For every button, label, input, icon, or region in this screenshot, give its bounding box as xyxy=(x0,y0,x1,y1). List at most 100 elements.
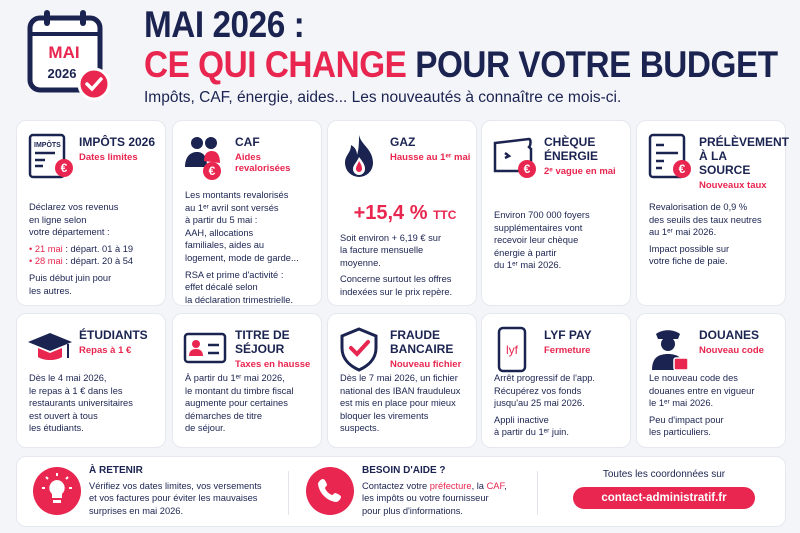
card-douanes: DOUANES Nouveau code Le nouveau code des do… xyxy=(636,313,786,448)
prefecture-link[interactable]: préfecture xyxy=(429,480,472,491)
date: 28 mai xyxy=(34,256,63,267)
body-line: votre département : xyxy=(29,227,110,238)
card--tudiants: ÉTUDIANTS Repas à 1 € Dès le 4 mai 2026, le… xyxy=(16,313,166,448)
title-highlight: CE QUI CHANGE xyxy=(144,44,407,85)
body-line: bloquer les virements xyxy=(340,410,429,421)
card-imp-ts-2026: IMPÔTS € IMPÔTS 2026 Dates limites Déclarez … xyxy=(16,120,166,306)
body-line: Concerne surtout les offres xyxy=(340,274,452,285)
footer-panel: À RETENIR Vérifiez vos dates limites, vo… xyxy=(16,456,786,527)
body-line: Arrêt progressif de l'app. xyxy=(494,373,595,383)
body-line: au 1ᵉʳ avril sont versés xyxy=(185,202,279,213)
card-body: +15,4 % TTC Soit environ + 6,19 € sur la f… xyxy=(340,201,470,303)
body-line: le montant du timbre fiscal xyxy=(185,385,294,396)
card-titre-de-s-jour: TITRE DE SÉJOUR Taxes en hausse À partir d… xyxy=(172,313,322,448)
page-subtitle: Impôts, CAF, énergie, aides... Les nouve… xyxy=(144,89,622,106)
phone-app-icon: lyf xyxy=(497,326,527,373)
card-subtitle: Taxes en hausse xyxy=(235,359,311,370)
calendar-icon: MAI 2026 xyxy=(27,10,110,101)
card-caf: € CAF Aides revalorisées Les montants reval… xyxy=(172,120,322,306)
card-ch-que-nergie: € CHÈQUE ÉNERGIE 2ᵉ vague en mai Environ 70… xyxy=(481,120,631,306)
body-line: Déclarez vos revenus xyxy=(29,202,119,212)
body-line: AAH, allocations xyxy=(185,227,254,238)
help-title: BESOIN D'AIDE ? xyxy=(362,465,446,476)
remember-text: et vos factures pour éviter les mauvaise… xyxy=(89,493,258,504)
card-title: FRAUDE BANCAIRE xyxy=(390,328,454,356)
price-increase: +15,4 % TTC xyxy=(340,203,470,223)
card-subtitle: Nouveau code xyxy=(699,345,764,356)
body-line: Impact possible sur xyxy=(649,243,730,254)
card-body: Déclarez vos revenus en ligne selon votre … xyxy=(29,201,159,301)
contact-lead: Toutes les coordonnées sur xyxy=(602,469,726,480)
card-title: ÉTUDIANTS xyxy=(79,328,148,342)
page-title-line2: CE QUI CHANGE POUR VOTRE BUDGET xyxy=(144,44,778,86)
card-fraude-bancaire: FRAUDE BANCAIRE Nouveau fichier Dès le 7 m… xyxy=(327,313,477,448)
svg-text:€: € xyxy=(61,161,68,175)
card-body: À partir du 1ᵉʳ mai 2026, le montant du t… xyxy=(185,372,315,439)
remember-text: surprises en mai 2026. xyxy=(89,505,184,516)
tax-document-icon: IMPÔTS € xyxy=(28,133,73,179)
body-line: la déclaration trimestrielle. xyxy=(185,294,293,305)
body-line: douanes entre en vigueur xyxy=(649,385,755,396)
body-line: des seuils des taux neutres xyxy=(649,214,762,225)
body-line: moyenne. xyxy=(340,257,381,268)
body-line: énergie à partir xyxy=(494,247,557,258)
help-text: les impôts ou votre fournisseur xyxy=(362,493,489,504)
card-gaz: GAZ Hausse au 1ᵉʳ mai +15,4 % TTC Soit envi… xyxy=(327,120,477,306)
body-line: jusqu'au 25 mai 2026. xyxy=(494,398,585,409)
flame-icon xyxy=(345,135,373,177)
body-line: au 1ᵉʳ mai 2026. xyxy=(649,227,717,238)
body-line: Récupérez vos fonds xyxy=(494,385,582,396)
body-line: augmente pour certaines xyxy=(185,398,288,409)
help-section: BESOIN D'AIDE ? Contactez votre préfectu… xyxy=(362,465,507,517)
body-line: votre fiche de paie. xyxy=(649,256,728,267)
id-card-icon xyxy=(183,332,227,364)
date-detail: : départ. 20 à 54 xyxy=(62,256,134,267)
body-line: Puis début juin pour xyxy=(29,272,112,283)
family-icon: € xyxy=(185,137,221,180)
svg-text:2026: 2026 xyxy=(48,66,77,81)
body-line: est ouvert à tous xyxy=(29,410,98,421)
card-title: PRÉLÈVEMENT À LA SOURCE xyxy=(699,135,790,177)
body-line: le repas à 1 € dans les xyxy=(29,385,123,396)
card-pr-l-vement-la-source: € PRÉLÈVEMENT À LA SOURCE Nouveaux taux Rev… xyxy=(636,120,790,306)
card-subtitle: Hausse au 1ᵉʳ mai xyxy=(390,152,471,163)
card-body: Revalorisation de 0,9 % des seuils des ta… xyxy=(649,201,779,272)
shield-check-icon xyxy=(340,327,378,372)
body-line: du 1ᵉʳ mai 2026. xyxy=(494,260,562,271)
date-item: • 28 mai : départ. 20 à 54 xyxy=(29,256,134,267)
card-body: Dès le 7 mai 2026, un fichier national de… xyxy=(340,372,470,439)
divider xyxy=(537,471,538,515)
card-title: GAZ xyxy=(390,135,416,149)
body-line: est mis en place pour mieux xyxy=(340,398,456,409)
card-subtitle: Repas à 1 € xyxy=(79,345,132,356)
body-line: Environ 700 000 foyers xyxy=(494,210,590,220)
card-title: DOUANES xyxy=(699,328,760,342)
body-line: Dès le 7 mai 2026, un fichier xyxy=(340,373,458,383)
increase-unit: TTC xyxy=(433,208,457,222)
icon-label: lyf xyxy=(506,343,519,357)
caf-link[interactable]: CAF xyxy=(486,480,505,491)
card-subtitle: Nouveaux taux xyxy=(699,180,767,191)
date-detail: : départ. 01 à 19 xyxy=(62,243,134,254)
card-subtitle: Fermeture xyxy=(544,345,591,356)
body-line: le 1ᵉʳ mai 2026. xyxy=(649,398,714,409)
card-body: Environ 700 000 foyers supplémentaires vo… xyxy=(494,209,624,276)
body-line: démarches de titre xyxy=(185,410,262,421)
card-subtitle: Aides revalorisées xyxy=(235,152,291,174)
body-line: Revalorisation de 0,9 % xyxy=(649,202,748,212)
card-lyf-pay: lyf LYF PAY Fermeture Arrêt progressif de l… xyxy=(481,313,631,448)
svg-text:MAI: MAI xyxy=(48,43,79,62)
body-line: Dès le 4 mai 2026, xyxy=(29,373,107,383)
remember-section: À RETENIR Vérifiez vos dates limites, vo… xyxy=(89,465,262,517)
graduation-cap-icon xyxy=(28,333,72,360)
increase-value: +15,4 % xyxy=(353,202,428,224)
wallet-icon: € xyxy=(493,137,536,178)
contact-link-button[interactable]: contact-administratif.fr xyxy=(573,487,755,509)
body-line: les particuliers. xyxy=(649,427,712,438)
date: 21 mai xyxy=(34,243,63,254)
help-text: Contactez votre xyxy=(362,480,430,491)
help-text: , xyxy=(504,480,507,491)
body-line: Soit environ + 6,19 € sur xyxy=(340,232,442,243)
date-item: • 21 mai : départ. 01 à 19 xyxy=(29,243,134,254)
body-line: les autres. xyxy=(29,285,72,296)
